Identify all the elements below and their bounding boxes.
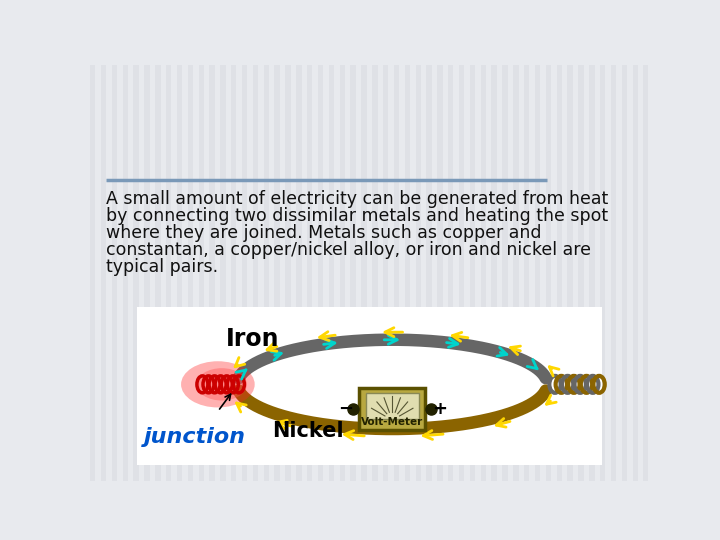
Bar: [112, 65, 117, 481]
Bar: [415, 65, 421, 481]
Bar: [340, 65, 345, 481]
Bar: [503, 65, 508, 481]
Bar: [122, 65, 128, 481]
Bar: [361, 65, 366, 481]
Bar: [285, 65, 291, 481]
Bar: [329, 65, 334, 481]
Bar: [513, 65, 518, 481]
Bar: [437, 65, 443, 481]
Bar: [546, 65, 551, 481]
Bar: [307, 65, 312, 481]
Bar: [492, 65, 497, 481]
Bar: [405, 65, 410, 481]
Bar: [242, 65, 248, 481]
Bar: [644, 65, 649, 481]
Bar: [166, 65, 171, 481]
Ellipse shape: [181, 361, 255, 408]
FancyBboxPatch shape: [359, 388, 426, 430]
Text: +: +: [431, 400, 446, 418]
Bar: [469, 65, 475, 481]
Bar: [459, 65, 464, 481]
Bar: [426, 65, 432, 481]
Text: constantan, a copper/nickel alloy, or iron and nickel are: constantan, a copper/nickel alloy, or ir…: [106, 241, 590, 259]
Bar: [394, 65, 399, 481]
Bar: [188, 65, 193, 481]
Text: typical pairs.: typical pairs.: [106, 258, 217, 276]
Bar: [318, 65, 323, 481]
Text: −: −: [338, 400, 353, 418]
Bar: [366, 393, 419, 418]
Bar: [264, 65, 269, 481]
Bar: [144, 65, 150, 481]
Bar: [524, 65, 529, 481]
Bar: [90, 65, 96, 481]
Bar: [383, 65, 388, 481]
Bar: [220, 65, 225, 481]
Bar: [448, 65, 454, 481]
Bar: [600, 65, 606, 481]
Bar: [137, 307, 601, 465]
Text: A small amount of electricity can be generated from heat: A small amount of electricity can be gen…: [106, 190, 608, 208]
Text: junction: junction: [144, 427, 246, 447]
Text: where they are joined. Metals such as copper and: where they are joined. Metals such as co…: [106, 224, 541, 242]
Bar: [481, 65, 486, 481]
Bar: [578, 65, 584, 481]
Bar: [557, 65, 562, 481]
Bar: [535, 65, 540, 481]
Bar: [210, 65, 215, 481]
Bar: [253, 65, 258, 481]
Bar: [611, 65, 616, 481]
Bar: [155, 65, 161, 481]
Bar: [199, 65, 204, 481]
Bar: [621, 65, 627, 481]
Bar: [274, 65, 280, 481]
Text: Volt-Meter: Volt-Meter: [361, 417, 423, 428]
Bar: [567, 65, 573, 481]
Ellipse shape: [197, 368, 247, 401]
Bar: [177, 65, 182, 481]
Text: Iron: Iron: [225, 327, 279, 350]
Text: by connecting two dissimilar metals and heating the spot: by connecting two dissimilar metals and …: [106, 207, 608, 225]
Bar: [296, 65, 302, 481]
Text: Nickel: Nickel: [272, 421, 343, 441]
Bar: [231, 65, 236, 481]
Bar: [589, 65, 595, 481]
Bar: [101, 65, 107, 481]
Bar: [632, 65, 638, 481]
Bar: [372, 65, 377, 481]
Bar: [133, 65, 139, 481]
Bar: [351, 65, 356, 481]
